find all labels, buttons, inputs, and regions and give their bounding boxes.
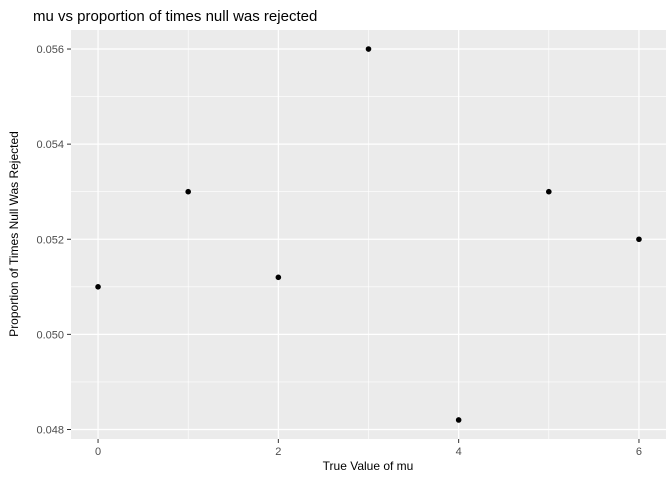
y-axis-title: Proportion of Times Null Was Rejected [7,131,21,337]
major-gridlines [71,30,666,439]
data-point [455,417,462,423]
data-point [185,188,191,195]
x-tick-label: 2 [275,446,281,458]
y-tick-label: 0.056 [36,44,64,56]
data-point [636,236,642,243]
data-point [365,46,372,52]
y-axis-ticks: 0.048 0.050 0.052 0.054 0.056 [36,44,71,436]
x-axis-title: True Value of mu [323,459,414,473]
y-tick-label: 0.050 [36,329,64,341]
data-point [275,274,282,281]
chart-title: mu vs proportion of times null was rejec… [33,8,317,25]
y-tick-label: 0.054 [36,139,64,151]
x-tick-label: 4 [456,446,462,458]
y-tick-label: 0.048 [36,424,64,436]
data-point [546,188,552,195]
minor-gridlines [71,30,666,439]
x-tick-label: 0 [95,446,101,458]
data-points [95,46,642,423]
y-tick-label: 0.052 [36,234,64,246]
data-point [95,284,101,290]
x-tick-label: 6 [636,446,642,458]
x-axis-ticks: 0 2 4 6 [95,439,642,458]
